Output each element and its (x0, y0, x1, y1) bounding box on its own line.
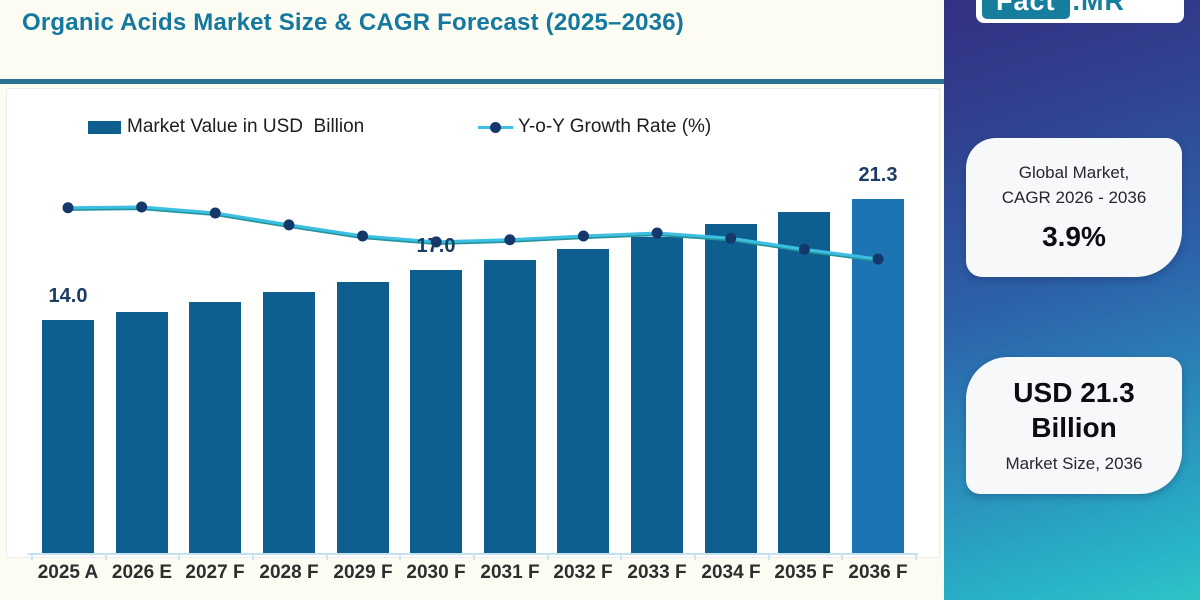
bar-2030-f (410, 270, 462, 553)
bar-2036-f (852, 199, 904, 553)
legend-line-label: Y-o-Y Growth Rate (%) (518, 116, 712, 137)
logo-fact-text: Fact (982, 0, 1070, 19)
cagr-card-line2: CAGR 2026 - 2036 (1001, 187, 1147, 207)
market-size-caption: Market Size, 2036 (1005, 453, 1143, 473)
legend-item-market-value: Market Value in USD Billion (88, 116, 364, 138)
x-axis-tick (841, 555, 843, 560)
legend-item-growth-rate: Y-o-Y Growth Rate (%) (478, 116, 711, 138)
x-axis-label: 2026 E (111, 562, 173, 583)
x-axis-tick (915, 555, 917, 560)
cagr-value: 3.9% (1042, 221, 1106, 253)
logo-mr-text: .MR (1072, 0, 1126, 16)
bar-2026-e (116, 312, 168, 553)
x-axis-label: 2033 F (627, 562, 687, 583)
chart-panel: Organic Acids Market Size & CAGR Forecas… (0, 9, 946, 583)
x-axis-tick (105, 555, 107, 560)
x-axis-label: 2027 F (185, 562, 245, 583)
chart-plot: 2025 A 2026 E 2027 F 2028 F 2029 F 2030 F 2031… (28, 164, 918, 583)
x-axis-tick (473, 555, 475, 560)
legend-bar-label: Market Value in USD Billion (127, 116, 365, 137)
line-series-marker-icon (478, 121, 513, 134)
x-axis-tick (768, 555, 770, 560)
bar-2027-f (189, 302, 241, 553)
line-dot (283, 219, 295, 231)
x-axis-tick (694, 555, 696, 560)
summary-sidebar: Fact .MR Global Market, CAGR 2026 - 2036… (944, 0, 1200, 600)
x-axis-tick (326, 555, 328, 560)
line-dot (577, 230, 589, 242)
bar-value-label: 21.3 (858, 164, 898, 186)
market-size-card: USD 21.3 Billion Market Size, 2036 (966, 357, 1182, 494)
x-axis-tick (620, 555, 622, 560)
x-axis-label: 2025 A (37, 562, 99, 583)
x-axis-label: 2036 F (848, 562, 908, 583)
cagr-card-line1: Global Market, (1018, 162, 1130, 182)
x-axis-label: 2035 F (774, 562, 834, 583)
bar-2025-a (42, 320, 94, 553)
bar-value-label: 17.0 (416, 235, 456, 257)
bar-2032-f (557, 249, 609, 553)
line-dot (209, 207, 221, 219)
page-title: Organic Acids Market Size & CAGR Forecas… (22, 9, 684, 36)
bar-2028-f (263, 292, 315, 553)
x-axis-tick (399, 555, 401, 560)
bar-2034-f (705, 224, 757, 553)
line-dot (504, 234, 516, 246)
bar-series-swatch-icon (88, 120, 121, 134)
x-axis-label: 2031 F (480, 562, 540, 583)
x-axis-tick (178, 555, 180, 560)
x-axis-label: 2029 F (333, 562, 393, 583)
bar-2029-f (337, 282, 389, 553)
bar-2033-f (631, 237, 683, 553)
line-dot (62, 202, 74, 214)
cagr-summary-card: Global Market, CAGR 2026 - 2036 3.9% (966, 138, 1182, 277)
bar-2031-f (484, 260, 536, 553)
x-axis-label: 2034 F (701, 562, 761, 583)
x-axis-label: 2030 F (406, 562, 466, 583)
bar-value-label: 14.0 (48, 285, 88, 307)
market-size-value: USD 21.3 Billion (1013, 376, 1135, 443)
line-dot (136, 201, 148, 213)
x-axis-line (28, 553, 918, 555)
title-divider (0, 79, 946, 84)
bar-2035-f (778, 212, 830, 553)
x-axis-label: 2032 F (553, 562, 613, 583)
x-axis-label: 2028 F (259, 562, 319, 583)
factmr-logo: Fact .MR (976, 0, 1184, 23)
line-dot (357, 230, 369, 242)
x-axis-tick (252, 555, 254, 560)
x-axis-tick (31, 555, 33, 560)
x-axis-tick (547, 555, 549, 560)
